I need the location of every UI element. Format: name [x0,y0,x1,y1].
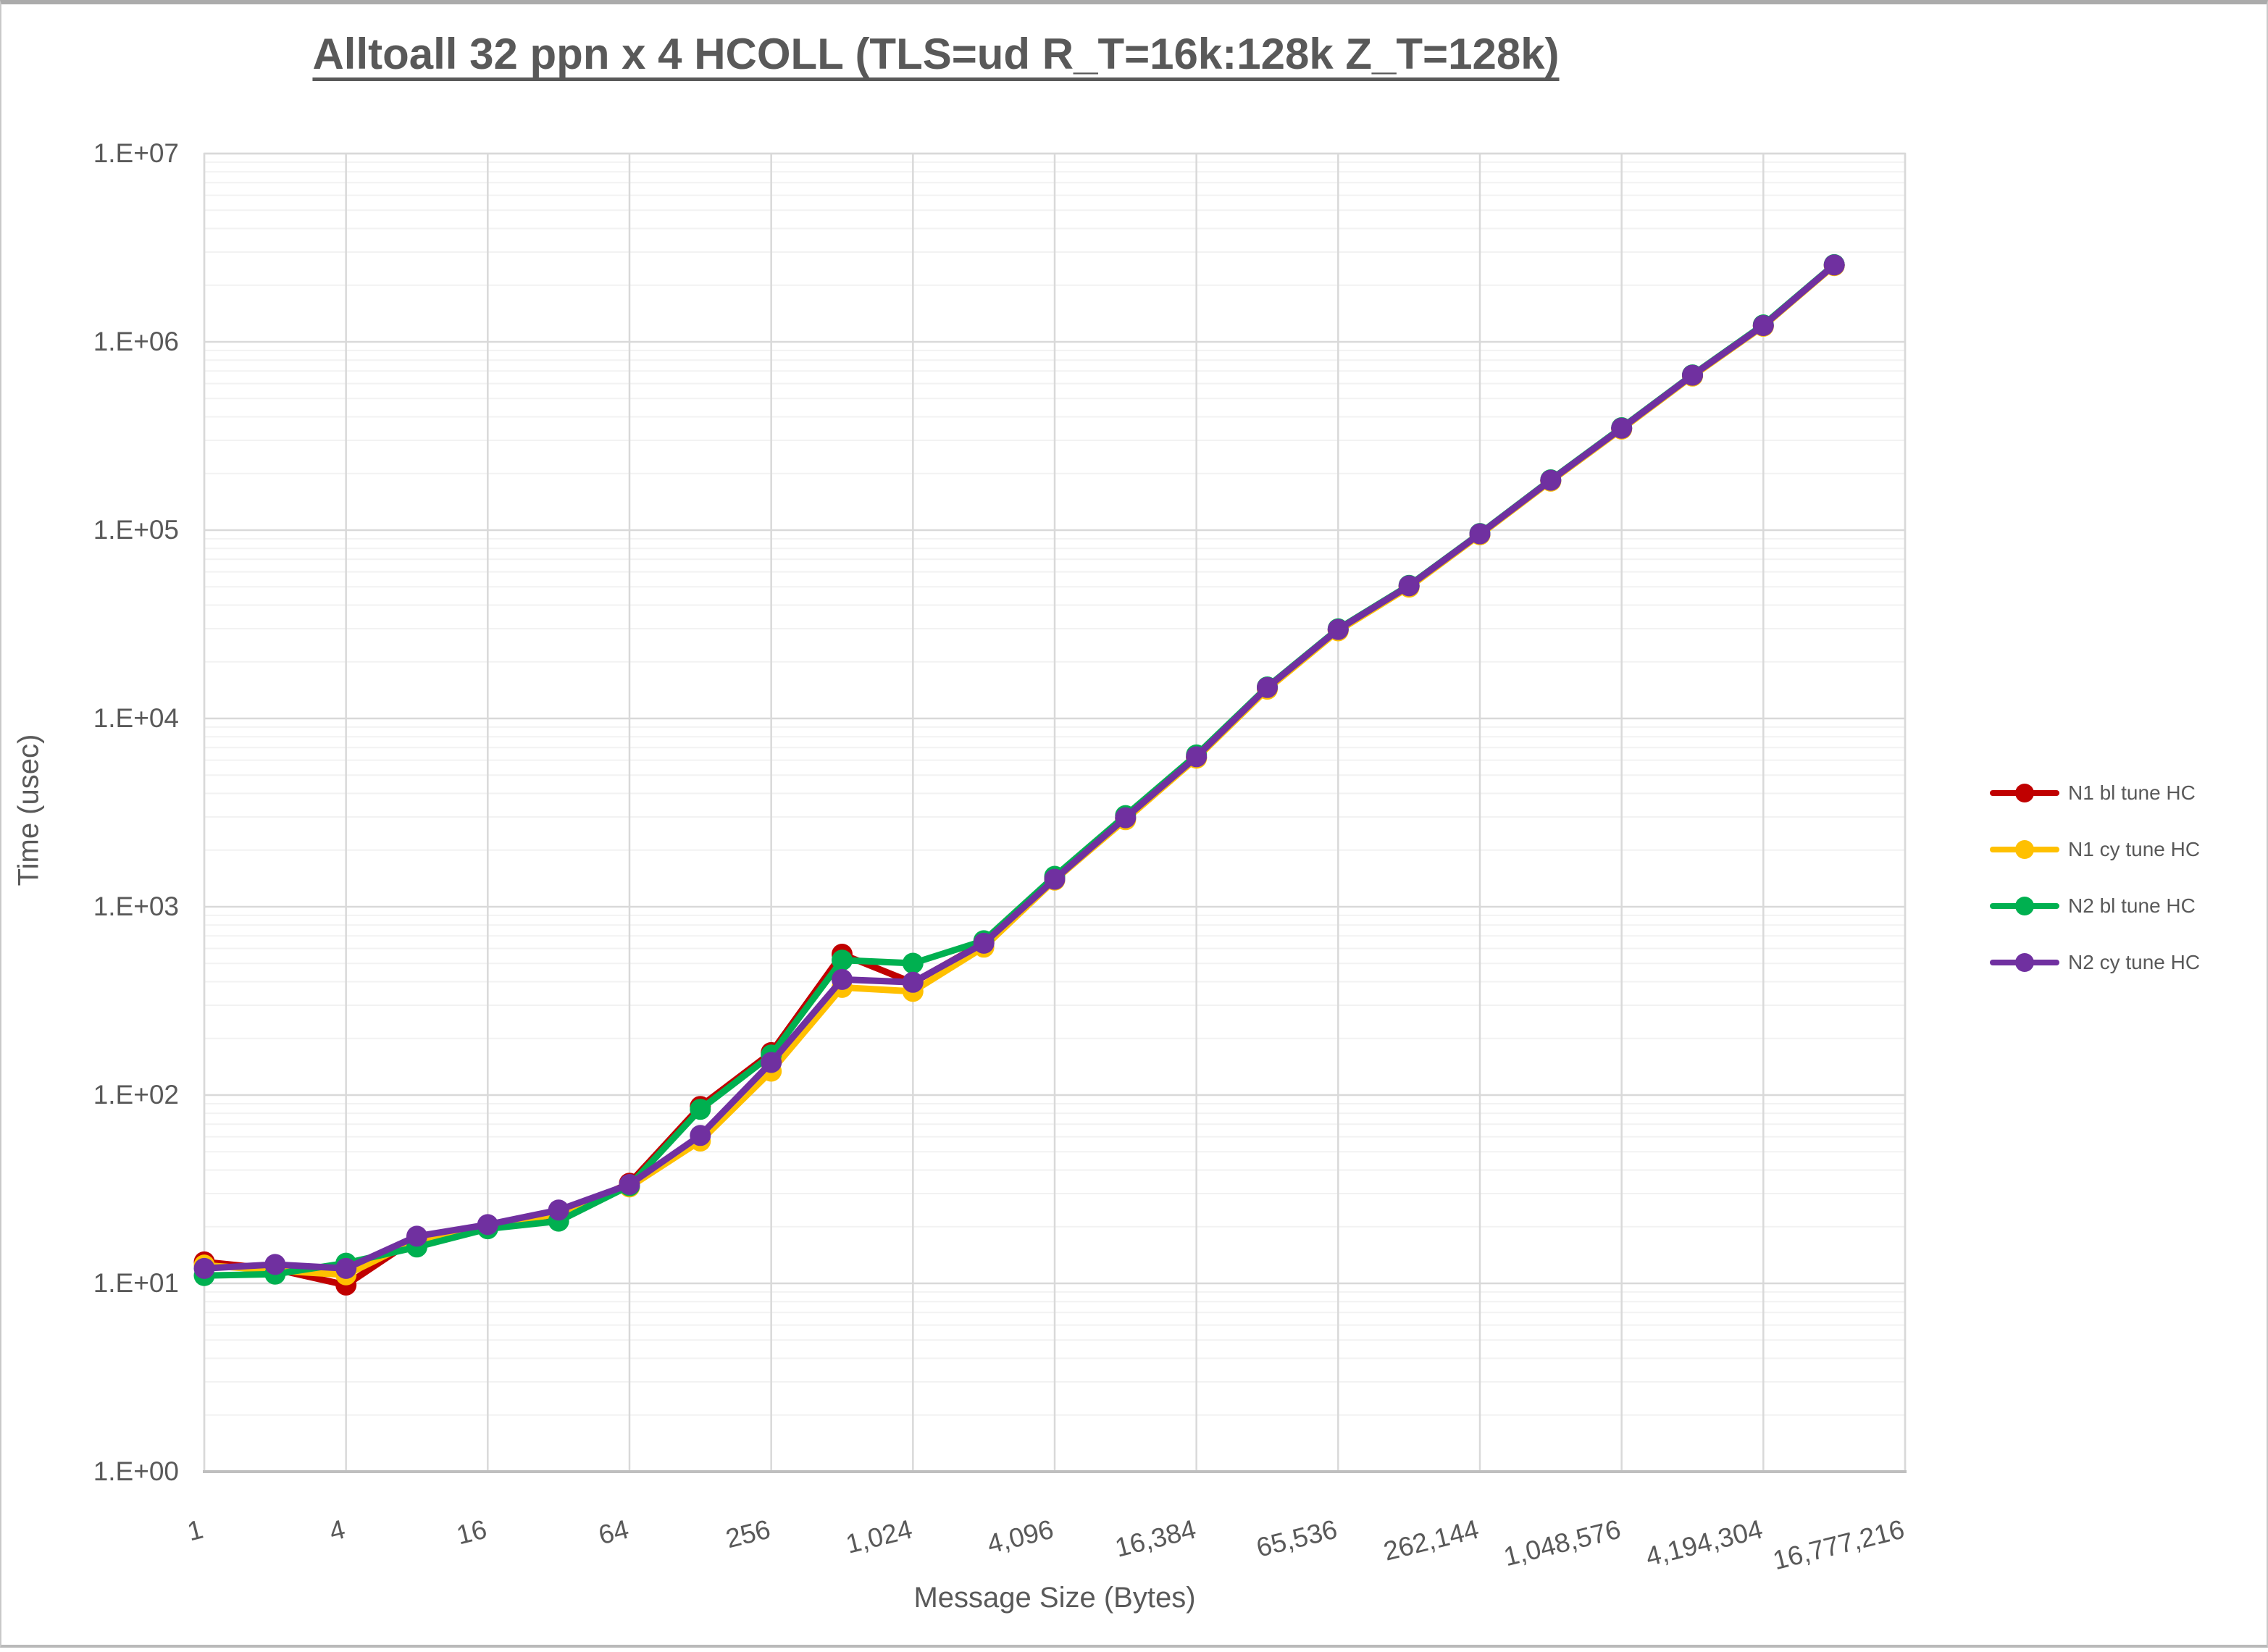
legend-item: N1 bl tune HC [1990,781,2200,805]
data-point-marker [690,1125,711,1146]
data-point-marker [902,952,924,974]
data-point-marker [1752,315,1774,336]
data-point-marker [1044,868,1066,890]
data-point-marker [1682,364,1703,386]
data-point-marker [1327,619,1349,640]
data-point-marker [1469,523,1491,545]
y-axis-title: Time (usec) [12,734,45,886]
legend-line-marker-icon [1990,781,2059,805]
y-tick-label: 1.E+04 [93,703,179,733]
legend-label: N1 bl tune HC [2068,781,2196,804]
data-point-marker [264,1254,286,1275]
data-point-marker [1611,417,1633,439]
y-tick-label: 1.E+07 [93,138,179,168]
data-point-marker [335,1257,357,1279]
legend-item: N2 bl tune HC [1990,894,2200,918]
legend-line-marker-icon [1990,894,2059,918]
data-point-marker [548,1199,569,1221]
data-point-marker [832,949,853,971]
legend-line-marker-icon [1990,950,2059,975]
data-point-marker [1257,676,1278,698]
y-tick-label: 1.E+00 [93,1456,179,1486]
legend-item: N1 cy tune HC [1990,837,2200,862]
legend-line-marker-icon [1990,837,2059,862]
data-point-marker [1398,575,1420,597]
data-point-marker [1115,807,1137,829]
data-point-marker [1540,469,1562,491]
series-line-3 [201,261,1838,1272]
data-point-marker [1823,254,1845,276]
legend-label: N2 bl tune HC [2068,894,2196,917]
data-point-marker [1186,746,1208,768]
x-axis-title: Message Size (Bytes) [913,1582,1196,1614]
legend-item: N2 cy tune HC [1990,950,2200,975]
y-tick-label: 1.E+02 [93,1080,179,1110]
data-point-marker [761,1052,782,1073]
data-point-marker [973,932,995,954]
plot-area [193,152,1907,1473]
data-point-marker [690,1099,711,1120]
data-point-marker [477,1214,498,1236]
data-point-marker [832,968,853,990]
y-tick-label: 1.E+05 [93,515,179,545]
data-point-marker [902,971,924,993]
chart-title: Alltoall 32 ppn x 4 HCOLL (TLS=ud R_T=16… [312,30,1560,78]
legend: N1 bl tune HC N1 cy tune HC N2 bl tune H… [1990,781,2200,975]
data-point-marker [406,1225,427,1247]
data-point-marker [619,1174,640,1195]
legend-label: N2 cy tune HC [2068,951,2201,973]
legend-label: N1 cy tune HC [2068,838,2201,860]
y-tick-label: 1.E+03 [93,892,179,921]
y-tick-label: 1.E+06 [93,327,179,356]
y-tick-label: 1.E+01 [93,1268,179,1298]
data-point-marker [193,1257,215,1279]
